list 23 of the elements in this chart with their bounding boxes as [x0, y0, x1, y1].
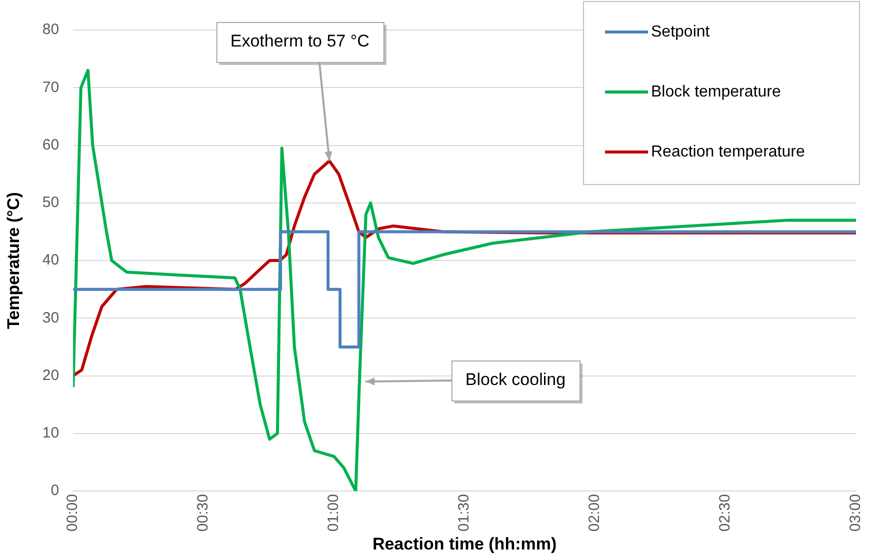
y-tick-label: 10 [42, 424, 60, 442]
annotation: Exotherm to 57 °C [230, 32, 370, 51]
y-tick-label: 70 [42, 78, 60, 96]
legend-label: Block temperature [651, 83, 781, 100]
x-tick-label: 03:00 [847, 494, 864, 532]
y-axis-title: Temperature (°C) [4, 192, 23, 329]
annotation: Block cooling [465, 370, 566, 390]
x-tick-label: 00:00 [64, 494, 82, 532]
x-tick-label: 00:30 [194, 494, 212, 532]
y-tick-label: 20 [42, 366, 60, 384]
legend-label: Setpoint [651, 23, 710, 40]
legend-label: Reaction temperature [651, 143, 805, 160]
x-tick-label: 02:30 [716, 494, 734, 532]
y-tick-label: 40 [42, 252, 60, 269]
y-tick-label: 50 [42, 194, 60, 212]
y-tick-label: 80 [42, 21, 60, 38]
y-tick-label: 0 [50, 482, 60, 500]
x-axis-title: Reaction time (hh:mm) [372, 534, 557, 554]
y-tick-label: 60 [42, 136, 60, 154]
x-tick-label: 02:00 [586, 494, 604, 532]
x-tick-label: 01:00 [325, 494, 342, 532]
y-tick-label: 30 [42, 309, 60, 326]
x-tick-label: 01:30 [456, 494, 473, 532]
